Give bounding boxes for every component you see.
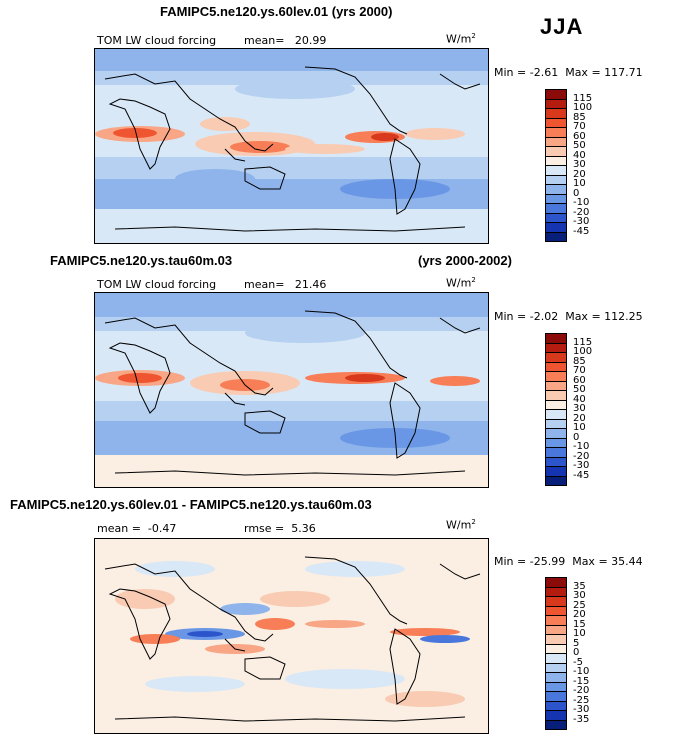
panel1-minmax: Min = -2.61 Max = 117.71 (494, 66, 643, 79)
panel2-years: (yrs 2000-2002) (418, 253, 512, 268)
colorbar-tick-label: 10 (573, 422, 586, 433)
panel1-variable: TOM LW cloud forcing (97, 34, 217, 47)
panel2-title: FAMIPC5.ne120.ys.tau60m.03 (50, 253, 233, 268)
panel3-title: FAMIPC5.ne120.ys.60lev.01 - FAMIPC5.ne12… (10, 497, 372, 512)
colorbar-tick-label: -30 (573, 460, 590, 471)
colorbar-tick-label: 115 (573, 92, 593, 104)
colorbar-tick-label: 5 (573, 637, 580, 649)
colorbar-tick-label: -10 (573, 666, 590, 677)
season-label: JJA (540, 14, 584, 39)
colorbar-tick-label: 10 (573, 628, 586, 639)
colorbar-tick-label: 60 (573, 374, 586, 386)
colorbar-tick-label: 15 (573, 618, 586, 630)
panel1-map (94, 48, 489, 244)
colorbar-tick-label: 0 (573, 431, 580, 443)
colorbar-tick-label: 30 (573, 590, 586, 601)
colorbar-tick-label: 30 (573, 403, 586, 414)
panel3-minmax: Min = -25.99 Max = 35.44 (494, 555, 643, 568)
colorbar-tick-label: 115 (573, 336, 593, 348)
panel3-units: W/m2 (446, 518, 476, 532)
panel1-title: FAMIPC5.ne120.ys.60lev.01 (yrs 2000) (160, 4, 393, 19)
panel3-map (94, 538, 489, 734)
panel1-units: W/m2 (446, 32, 476, 46)
colorbar-tick-label: 40 (573, 393, 586, 405)
colorbar-tick-label: 85 (573, 355, 586, 367)
colorbar-tick-label: 35 (573, 580, 586, 592)
colorbar-cell (545, 475, 567, 486)
panel2-mean: mean= 21.46 (244, 278, 327, 291)
colorbar-tick-label: 20 (573, 412, 586, 424)
colorbar-tick-label: 70 (573, 121, 586, 132)
colorbar-tick-label: -10 (573, 197, 590, 208)
colorbar-tick-label: 20 (573, 168, 586, 180)
colorbar-tick-label: 60 (573, 130, 586, 142)
colorbar-tick-label: 70 (573, 365, 586, 376)
colorbar-cell (545, 231, 567, 242)
colorbar-tick-label: 0 (573, 647, 580, 658)
colorbar-tick-label: -35 (573, 713, 590, 725)
colorbar-cell (545, 719, 567, 730)
colorbar-tick-label: 85 (573, 111, 586, 123)
colorbar-tick-label: 50 (573, 384, 586, 395)
colorbar-tick-label: 50 (573, 140, 586, 151)
colorbar-tick-label: -5 (573, 656, 583, 668)
panel3-mean: mean = -0.47 (97, 522, 177, 535)
colorbar-tick-label: -20 (573, 450, 590, 462)
colorbar-tick-label: 10 (573, 178, 586, 189)
colorbar-tick-label: -30 (573, 216, 590, 227)
panel2-units: W/m2 (446, 276, 476, 290)
colorbar-tick-label: -20 (573, 685, 590, 696)
colorbar-tick-label: 25 (573, 599, 586, 611)
panel1-mean: mean= 20.99 (244, 34, 327, 47)
colorbar-tick-label: 30 (573, 159, 586, 170)
colorbar-tick-label: -45 (573, 225, 590, 237)
colorbar-tick-label: 100 (573, 346, 593, 357)
colorbar-tick-label: -20 (573, 206, 590, 218)
panel2-minmax: Min = -2.02 Max = 112.25 (494, 310, 643, 323)
colorbar-tick-label: -15 (573, 675, 590, 687)
panel3-rmse: rmse = 5.36 (244, 522, 316, 535)
colorbar-tick-label: -30 (573, 704, 590, 715)
colorbar-tick-label: 20 (573, 609, 586, 620)
colorbar-tick-label: -25 (573, 694, 590, 706)
colorbar-tick-label: 0 (573, 187, 580, 199)
colorbar-tick-label: -45 (573, 469, 590, 481)
panel2-variable: TOM LW cloud forcing (97, 278, 217, 291)
colorbar-tick-label: -10 (573, 441, 590, 452)
colorbar-tick-label: 40 (573, 149, 586, 161)
panel2-map (94, 292, 489, 488)
colorbar-tick-label: 100 (573, 102, 593, 113)
